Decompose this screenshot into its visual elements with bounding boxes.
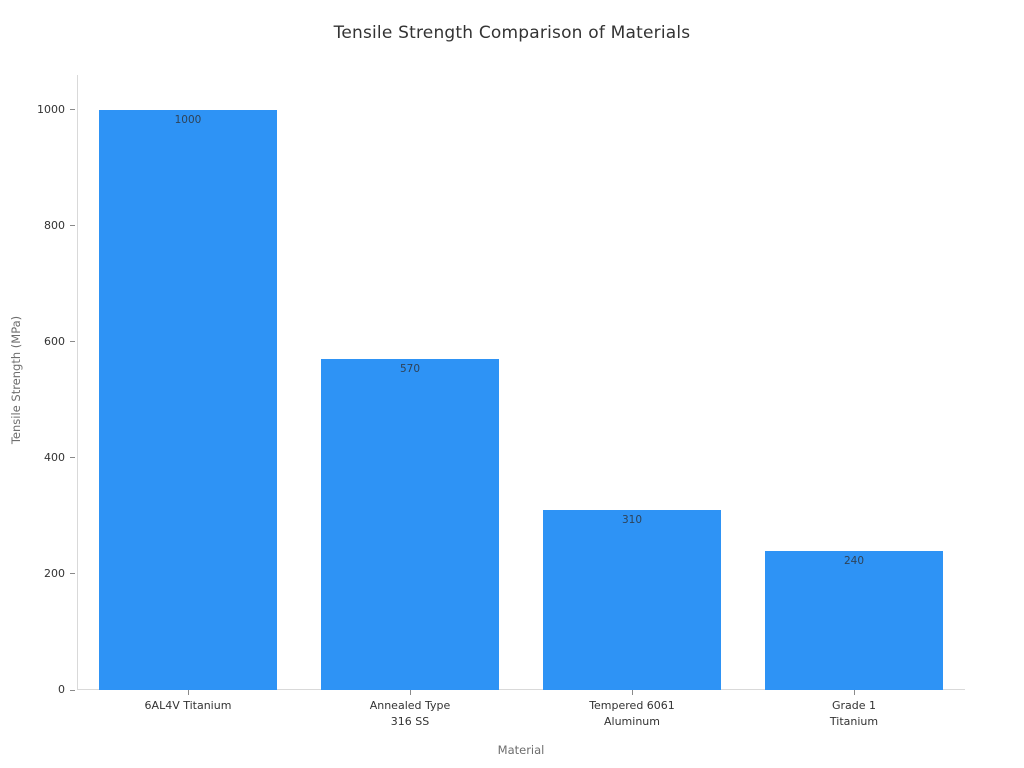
y-tick-label: 400 (44, 450, 65, 464)
bar-value-label: 310 (621, 514, 642, 527)
plot-area: 0 200 400 600 800 1000 1000 570 310 240 6AL4V Ti… (37, 75, 965, 728)
bar: 310 (543, 510, 721, 690)
y-tick-label: 800 (44, 218, 65, 232)
y-axis-title: Tensile Strength (MPa) (9, 315, 23, 445)
y-tick-label: 600 (44, 334, 65, 348)
x-tick-label: Annealed Type 316 SS (369, 699, 451, 728)
bar: 1000 (99, 109, 277, 690)
bar-value-label: 570 (399, 363, 420, 376)
x-tick-mark (853, 690, 855, 695)
y-tick-mark (70, 457, 75, 459)
y-tick-label: 200 (44, 566, 65, 580)
x-tick-mark (187, 690, 189, 695)
y-tick-mark (70, 109, 75, 111)
x-tick-label: Grade 1 Titanium (829, 699, 879, 728)
bar: 570 (321, 359, 499, 690)
y-tick-mark (70, 225, 75, 227)
x-axis-title: Material (497, 743, 545, 757)
y-axis-line (77, 75, 78, 690)
x-axis-line (77, 689, 965, 690)
y-tick-label: 0 (58, 683, 65, 696)
y-tick-label: 1000 (37, 102, 65, 116)
x-tick-label: 6AL4V Titanium (144, 699, 232, 712)
y-tick-mark (70, 689, 75, 691)
x-tick-mark (409, 690, 411, 695)
y-tick-mark (70, 341, 75, 343)
y-tick-mark (70, 573, 75, 575)
x-tick-mark (631, 690, 633, 695)
bar-value-label: 1000 (174, 113, 202, 126)
x-tick-label: Tempered 6061 Aluminum (589, 699, 675, 728)
bar-value-label: 240 (843, 554, 864, 567)
bar: 240 (765, 550, 943, 690)
chart-title: Tensile Strength Comparison of Materials (333, 23, 691, 43)
